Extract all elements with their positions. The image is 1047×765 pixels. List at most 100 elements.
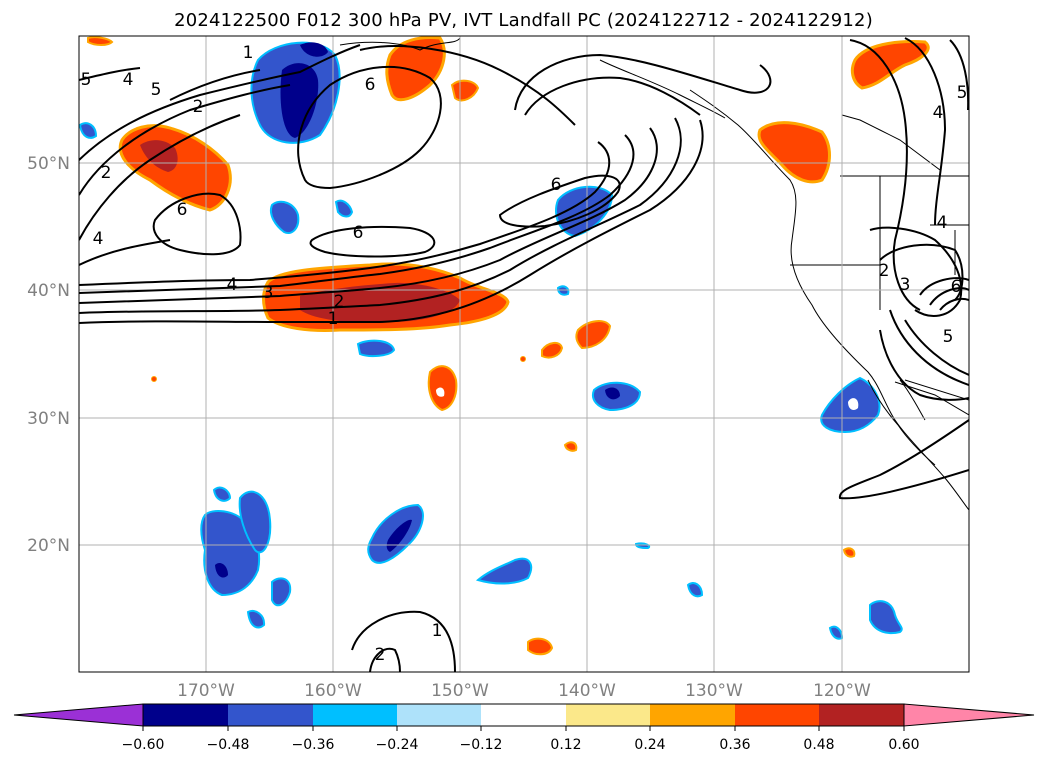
colorbar-segment: [650, 704, 735, 726]
lat-label-30n: 30°N: [27, 409, 70, 429]
colorbar-tick-label: 0.24: [634, 737, 665, 753]
contour-cutoff-4: [904, 319, 969, 376]
contour-upper-loop-2: [524, 76, 701, 116]
contour-label: 4: [937, 213, 948, 233]
contour-label: 1: [432, 621, 443, 641]
contour-label: 2: [101, 163, 112, 183]
contour-label: 2: [334, 292, 345, 312]
colorbar-tick-label: −0.48: [207, 737, 250, 753]
colorbar: −0.60 −0.48 −0.36 −0.24 −0.12 0.12 0.24 …: [13, 703, 1035, 753]
colorbar-tick-label: 0.36: [719, 737, 750, 753]
map-panel: 4 3 2 1 6 6 6 2 4 5 6 1 2 1 6 4 3 2 5 4 …: [79, 36, 969, 672]
contour-label: 4: [123, 70, 134, 90]
canada-border-north: [841, 114, 941, 171]
colorbar-segment: [143, 704, 228, 726]
contour-6-loop: [152, 192, 242, 256]
contour-label: 3: [900, 275, 911, 295]
contour-label: 5: [81, 70, 92, 90]
contour-top-right-2: [904, 37, 947, 226]
contour-label: 2: [375, 645, 386, 665]
contour-label: 4: [933, 103, 944, 123]
ivt-contours: [79, 37, 969, 672]
lat-label-40n: 40°N: [27, 281, 70, 301]
contour-labels: 4 3 2 1 6 6 6 2 4 5 6 1 2 1 6 4 3 2 5 4 …: [81, 43, 968, 665]
contour-label: 5: [957, 83, 968, 103]
contour-jet-1: [79, 119, 704, 324]
contour-label: 1: [243, 43, 254, 63]
latitude-labels: 50°N 40°N 30°N 20°N: [27, 154, 70, 556]
contour-label: 2: [193, 97, 204, 117]
coastlines: [339, 37, 969, 511]
contour-label: 6: [177, 200, 188, 220]
gridlines: [79, 36, 969, 672]
colorbar-tick-label: 0.48: [803, 737, 834, 753]
contour-loop-west-2: [79, 84, 291, 196]
lat-label-20n: 20°N: [27, 536, 70, 556]
contour-southern-loop: [351, 610, 456, 672]
colorbar-segment: [313, 704, 397, 726]
colorbar-tick-label: 0.12: [550, 737, 581, 753]
colorbar-tick-label: 0.60: [888, 737, 919, 753]
map-title: 2024122500 F012 300 hPa PV, IVT Landfall…: [174, 10, 873, 31]
colorbar-segment: [566, 704, 650, 726]
contour-label: 5: [151, 80, 162, 100]
lon-label-150w: 150°W: [431, 681, 489, 701]
contour-top-right: [849, 39, 921, 311]
contour-6-lens: [498, 174, 621, 228]
colorbar-segment: [228, 704, 313, 726]
pv-blob-canada: [850, 40, 930, 90]
baja-coast: [867, 379, 936, 466]
contour-loop-west-4: [79, 239, 171, 266]
colorbar-extend-min: [13, 703, 144, 727]
contour-upper-wiggle: [169, 69, 261, 101]
lon-label-170w: 170°W: [177, 681, 235, 701]
colorbar-segment: [397, 704, 481, 726]
colorbar-tick-label: −0.24: [376, 737, 419, 753]
coast-northern-wiggle: [599, 59, 726, 119]
contour-label: 1: [328, 309, 339, 329]
lon-label-120w: 120°W: [813, 681, 871, 701]
pv-blob-small-3: [79, 122, 98, 139]
contour-label: 4: [93, 229, 104, 249]
contour-upper-loop: [514, 53, 772, 111]
contour-jet-5: [79, 141, 611, 286]
colorbar-ticks: [142, 726, 905, 731]
contour-label: 6: [365, 75, 376, 95]
colorbar-tick-label: −0.36: [292, 737, 335, 753]
colorbar-extend-max: [903, 703, 1035, 727]
pv-blob-alaska: [385, 36, 446, 102]
contour-6-small: [309, 225, 436, 258]
longitude-labels: 170°W 160°W 150°W 140°W 130°W 120°W: [177, 681, 871, 701]
contour-loop-west-3: [79, 114, 241, 241]
lon-label-160w: 160°W: [304, 681, 362, 701]
contour-cutoff-3: [939, 297, 969, 311]
contour-label: 6: [551, 175, 562, 195]
colorbar-tick-label: −0.60: [122, 737, 165, 753]
pv-blob-small-2: [334, 199, 354, 218]
lon-label-140w: 140°W: [558, 681, 616, 701]
colorbar-segment: [481, 704, 566, 726]
contour-label: 6: [353, 223, 364, 243]
contour-label: 6: [951, 277, 962, 297]
pv-blob-bc: [757, 121, 831, 184]
contour-northwest-4: [79, 67, 141, 81]
contour-upper-oval: [297, 65, 442, 190]
contour-upper-big: [359, 45, 576, 126]
us-state-border-5: [904, 379, 969, 401]
contour-cutoff-6: [879, 329, 969, 401]
contour-cutoff-2: [929, 287, 969, 306]
contour-baja-down: [838, 419, 969, 500]
contour-jet-2: [79, 117, 682, 314]
contour-loop-west: [79, 44, 361, 161]
contour-cutoff-5: [889, 309, 969, 386]
colorbar-tick-label: −0.12: [460, 737, 503, 753]
contour-label: 5: [943, 327, 954, 347]
contour-southern-inner: [369, 647, 401, 672]
colorbar-segment: [735, 704, 819, 726]
contour-label: 4: [227, 275, 238, 295]
pv-blob-small-1: [270, 200, 300, 234]
map-frame: [78, 35, 970, 673]
contour-label: 3: [263, 283, 274, 303]
inland-shore: [899, 379, 926, 421]
